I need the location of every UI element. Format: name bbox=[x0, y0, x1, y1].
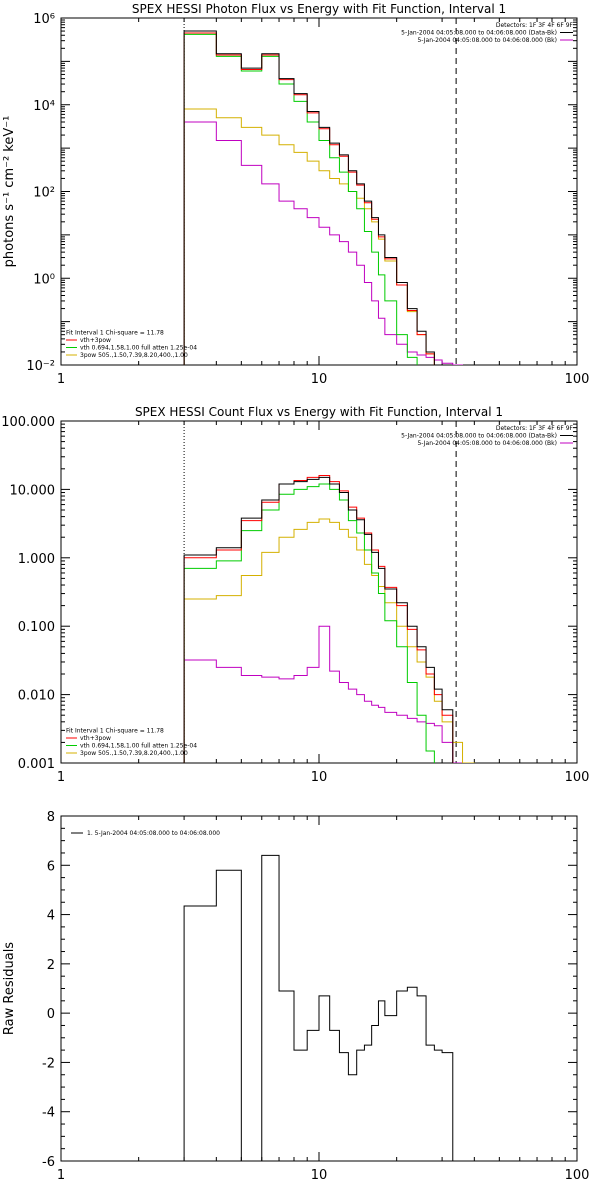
y-tick-label: 10² bbox=[33, 186, 55, 201]
y-tick-label: 4 bbox=[47, 909, 55, 924]
legend-entry: Detectors: 1F 3F 4F 6F 9F bbox=[496, 22, 574, 29]
x-tick-label: 10 bbox=[311, 770, 328, 785]
series-line-1 bbox=[183, 854, 454, 1161]
y-tick-label: 0.001 bbox=[18, 757, 55, 772]
legend-entry: Fit Interval 1 Chi-square = 11.78 bbox=[66, 330, 164, 337]
legend-entry: 5-Jan-2004 04:05:08.000 to 04:06:08.000 … bbox=[401, 30, 557, 37]
y-tick-label: -2 bbox=[42, 1056, 55, 1071]
y-tick-label: 8 bbox=[47, 810, 55, 825]
chart-title: SPEX HESSI Count Flux vs Energy with Fit… bbox=[135, 405, 503, 419]
legend-entry: 5-Jan-2004 04:05:08.000 to 04:06:08.000 … bbox=[417, 37, 557, 44]
y-axis: 10⁻² 10⁰ 10² 10⁴ 10⁶ bbox=[26, 12, 577, 374]
series-line-1 bbox=[183, 476, 454, 763]
y-tick-label: 10⁻² bbox=[26, 359, 55, 374]
y-tick-label: 2 bbox=[47, 958, 55, 973]
y-tick-label: 0.100 bbox=[18, 620, 55, 635]
plot-frame bbox=[60, 420, 578, 764]
legend-bottom-left: Fit Interval 1 Chi-square = 11.78vth+3po… bbox=[66, 330, 197, 359]
plot-frame bbox=[60, 17, 578, 366]
y-axis: 0.001 0.010 0.100 1.000 10.000 100.000 bbox=[1, 415, 577, 772]
legend-entry: 5-Jan-2004 04:05:08.000 to 04:06:08.000 … bbox=[417, 440, 557, 447]
x-tick-label: 100 bbox=[565, 770, 590, 785]
series-group bbox=[183, 854, 454, 1161]
panel-2: SPEX HESSI Count Flux vs Energy with Fit… bbox=[1, 405, 590, 785]
legend-entry: vth+3pow bbox=[80, 337, 111, 344]
legend-top-right: Detectors: 1F 3F 4F 6F 9F5-Jan-2004 04:0… bbox=[401, 22, 573, 44]
y-tick-label: 0 bbox=[47, 1007, 55, 1022]
y-tick-label: 10⁶ bbox=[33, 12, 55, 27]
y-axis-label: Raw Residuals bbox=[2, 942, 17, 1035]
series-line-5 bbox=[183, 625, 464, 763]
series-group bbox=[183, 474, 475, 763]
y-tick-label: 10⁴ bbox=[33, 99, 55, 114]
y-tick-label: -4 bbox=[42, 1106, 55, 1121]
series-group bbox=[183, 30, 464, 365]
y-tick-label: 100.000 bbox=[1, 415, 55, 430]
legend-top-right: Detectors: 1F 3F 4F 6F 9F5-Jan-2004 04:0… bbox=[401, 425, 573, 447]
x-axis: 1 10 100 bbox=[57, 816, 590, 1183]
y-tick-label: 10⁰ bbox=[33, 272, 55, 287]
series-line-5 bbox=[183, 121, 464, 365]
y-tick-label: 6 bbox=[47, 859, 55, 874]
y-tick-label: -6 bbox=[42, 1155, 55, 1170]
panel-1: SPEX HESSI Photon Flux vs Energy with Fi… bbox=[2, 2, 590, 387]
x-axis: 1 10 100 bbox=[57, 18, 590, 387]
y-tick-label: 10.000 bbox=[10, 483, 56, 498]
y-axis: -6 -4 -2 0 2 4 6 8 bbox=[42, 810, 577, 1170]
x-tick-label: 100 bbox=[565, 372, 590, 387]
legend-entry: vth 0.694,1.58,1.00 full atten 1.25e-04 bbox=[80, 743, 197, 750]
panel-3: 1 10 100 -6 -4 -2 0 2 4 6 8 Raw Residuals 1. 5-Jan-2… bbox=[2, 810, 589, 1183]
legend-entry: 5-Jan-2004 04:05:08.000 to 04:06:08.000 … bbox=[401, 433, 557, 440]
series-line-4 bbox=[183, 108, 435, 365]
series-line-4 bbox=[183, 518, 475, 763]
y-axis-label: photons s⁻¹ cm⁻² keV⁻¹ bbox=[2, 116, 17, 268]
legend-entry: 3pow 505.,1.50,7.39,8.20,400.,1.00 bbox=[80, 750, 188, 757]
y-tick-label: 1.000 bbox=[18, 552, 55, 567]
y-tick-label: 0.010 bbox=[18, 689, 55, 704]
x-tick-label: 100 bbox=[565, 1168, 590, 1183]
series-line-1 bbox=[183, 30, 435, 365]
x-tick-label: 1 bbox=[57, 770, 65, 785]
legend-entry: vth 0.694,1.58,1.00 full atten 1.25e-04 bbox=[80, 345, 197, 352]
x-tick-label: 1 bbox=[57, 1168, 65, 1183]
legend-entry: Detectors: 1F 3F 4F 6F 9F bbox=[496, 425, 574, 432]
x-tick-label: 10 bbox=[311, 372, 328, 387]
series-line-3 bbox=[183, 33, 418, 365]
x-tick-label: 10 bbox=[311, 1168, 328, 1183]
legend-entry: 3pow 505.,1.50,7.39,8.20,400.,1.00 bbox=[80, 352, 188, 359]
legend-top-left: 1. 5-Jan-2004 04:05:08.000 to 04:06:08.0… bbox=[71, 830, 220, 837]
plot-frame bbox=[60, 815, 578, 1162]
legend-entry: 1. 5-Jan-2004 04:05:08.000 to 04:06:08.0… bbox=[87, 830, 220, 837]
chart-title: SPEX HESSI Photon Flux vs Energy with Fi… bbox=[132, 2, 506, 16]
legend-entry: Fit Interval 1 Chi-square = 11.78 bbox=[66, 728, 164, 735]
legend-bottom-left: Fit Interval 1 Chi-square = 11.78vth+3po… bbox=[66, 728, 197, 757]
legend-entry: vth+3pow bbox=[80, 735, 111, 742]
series-line-2 bbox=[183, 32, 435, 365]
x-tick-label: 1 bbox=[57, 372, 65, 387]
